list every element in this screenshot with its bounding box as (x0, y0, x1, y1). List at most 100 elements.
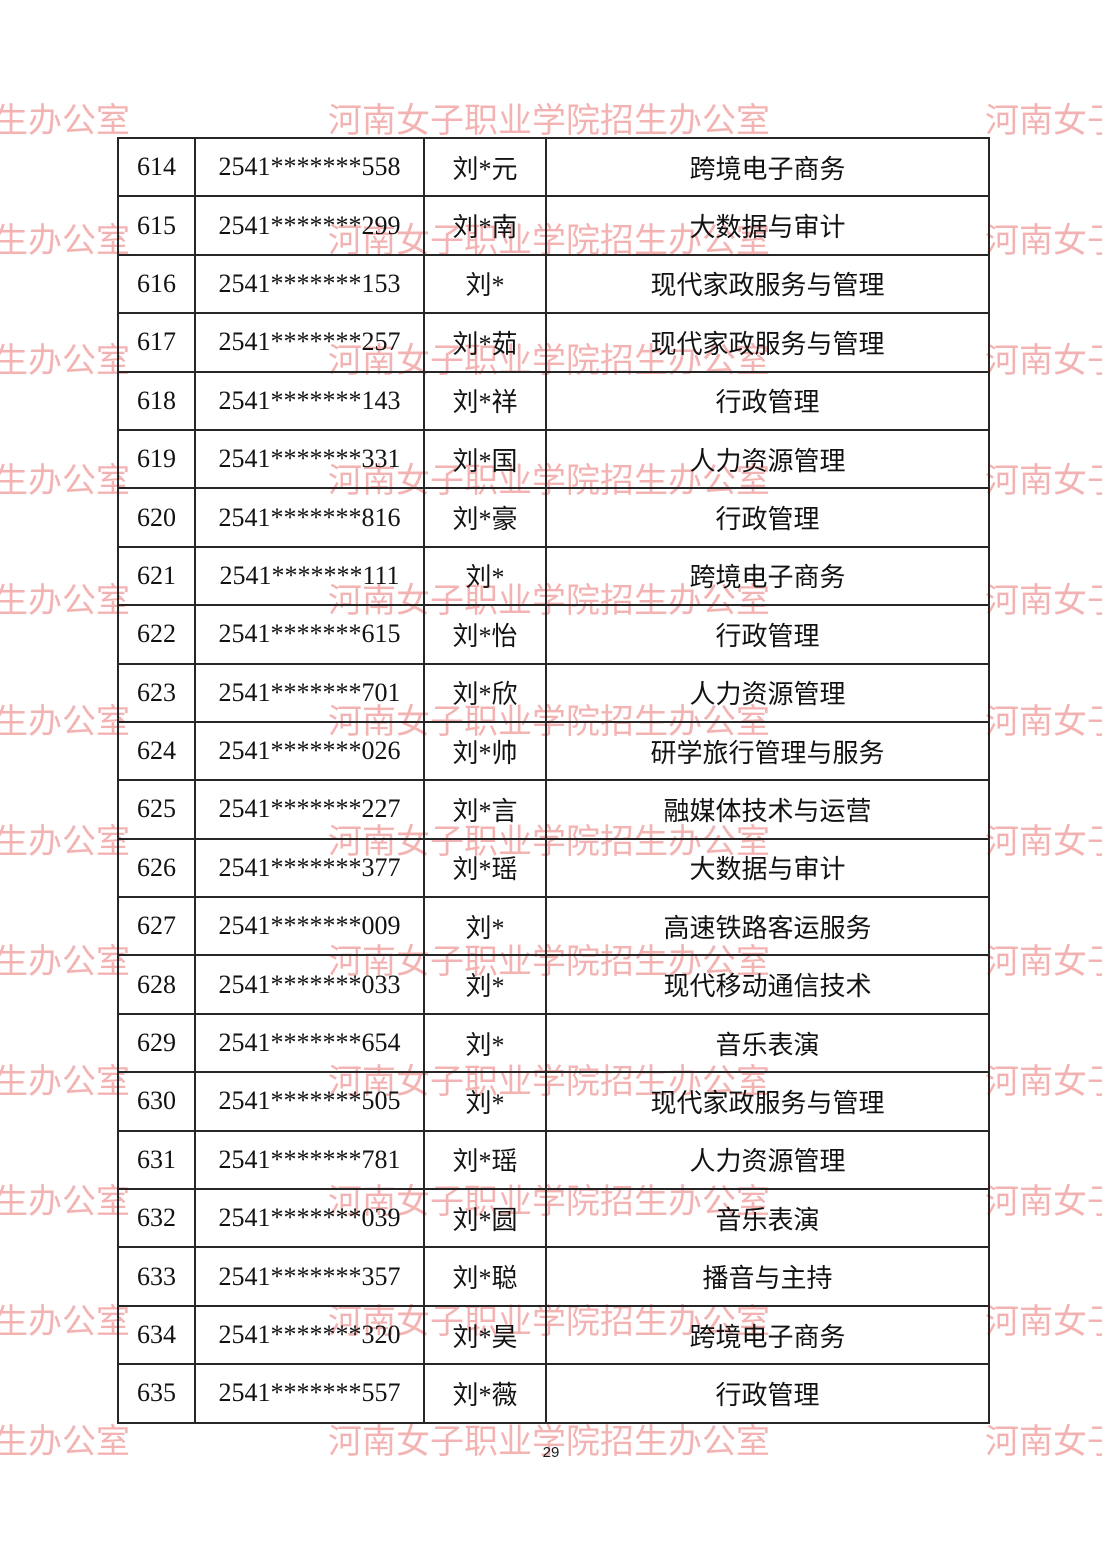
exam-id-cell: 2541*******257 (194, 312, 425, 373)
row-number-cell: 628 (117, 954, 196, 1015)
name-cell: 刘* (423, 253, 547, 315)
row-number-cell: 629 (117, 1012, 196, 1074)
exam-id-cell: 2541*******111 (194, 545, 425, 607)
name-cell: 刘*昊 (423, 1304, 547, 1366)
major-cell: 行政管理 (545, 604, 990, 665)
major-cell: 大数据与审计 (545, 837, 990, 899)
exam-id-cell: 2541*******009 (194, 896, 425, 957)
major-cell: 跨境电子商务 (545, 136, 990, 198)
exam-id-cell: 2541*******153 (194, 253, 425, 315)
name-cell: 刘* (423, 896, 547, 957)
exam-id-cell: 2541*******143 (194, 370, 425, 431)
exam-id-cell: 2541*******033 (194, 954, 425, 1015)
exam-id-cell: 2541*******557 (194, 1363, 425, 1424)
exam-id-cell: 2541*******331 (194, 428, 425, 490)
name-cell: 刘*瑶 (423, 837, 547, 899)
row-number-cell: 635 (117, 1363, 196, 1424)
watermark-text: 河南女子职业学院招生办公室 (985, 704, 1102, 741)
watermark-text: 河南女子职业学院招生办公室 (985, 824, 1102, 861)
row-number-cell: 619 (117, 428, 196, 490)
row-number-cell: 618 (117, 370, 196, 431)
watermark-text: 河南女子职业学院招生办公室 (0, 704, 130, 741)
table-row: 623 2541*******701 刘*欣 人力资源管理 (117, 662, 990, 723)
table-row: 629 2541*******654 刘* 音乐表演 (117, 1012, 990, 1074)
row-number-cell: 630 (117, 1071, 196, 1132)
exam-id-cell: 2541*******781 (194, 1129, 425, 1191)
page-number: 29 (542, 1444, 560, 1461)
name-cell: 刘* (423, 954, 547, 1015)
exam-id-cell: 2541*******026 (194, 720, 425, 782)
major-cell: 大数据与审计 (545, 195, 990, 256)
exam-id-cell: 2541*******505 (194, 1071, 425, 1132)
major-cell: 行政管理 (545, 1363, 990, 1424)
exam-id-cell: 2541*******227 (194, 779, 425, 840)
watermark-text: 河南女子职业学院招生办公室 (985, 583, 1102, 620)
watermark-text: 河南女子职业学院招生办公室 (985, 463, 1102, 500)
watermark-text: 河南女子职业学院招生办公室 (0, 1064, 130, 1101)
row-number-cell: 623 (117, 662, 196, 723)
major-cell: 音乐表演 (545, 1188, 990, 1249)
watermark-text: 河南女子职业学院招生办公室 (0, 1304, 130, 1341)
major-cell: 播音与主持 (545, 1246, 990, 1307)
name-cell: 刘*言 (423, 779, 547, 840)
watermark-text: 河南女子职业学院招生办公室 (985, 944, 1102, 981)
table-row: 633 2541*******357 刘*聪 播音与主持 (117, 1246, 990, 1307)
table-row: 619 2541*******331 刘*国 人力资源管理 (117, 428, 990, 490)
table-row: 624 2541*******026 刘*帅 研学旅行管理与服务 (117, 720, 990, 782)
watermark-text: 河南女子职业学院招生办公室 (0, 824, 130, 861)
name-cell: 刘* (423, 545, 547, 607)
name-cell: 刘*圆 (423, 1188, 547, 1249)
row-number-cell: 627 (117, 896, 196, 957)
table-row: 622 2541*******615 刘*怡 行政管理 (117, 604, 990, 665)
major-cell: 跨境电子商务 (545, 1304, 990, 1366)
name-cell: 刘*元 (423, 136, 547, 198)
row-number-cell: 633 (117, 1246, 196, 1307)
row-number-cell: 616 (117, 253, 196, 315)
table-row: 618 2541*******143 刘*祥 行政管理 (117, 370, 990, 431)
table-row: 630 2541*******505 刘* 现代家政服务与管理 (117, 1071, 990, 1132)
watermark-text: 河南女子职业学院招生办公室 (0, 463, 130, 500)
major-cell: 现代家政服务与管理 (545, 253, 990, 315)
watermark-text: 河南女子职业学院招生办公室 (0, 343, 130, 380)
row-number-cell: 634 (117, 1304, 196, 1366)
row-number-cell: 614 (117, 136, 196, 198)
exam-id-cell: 2541*******377 (194, 837, 425, 899)
row-number-cell: 625 (117, 779, 196, 840)
admission-table-wrap: 614 2541*******558 刘*元 跨境电子商务 615 2541*******… (117, 136, 990, 1424)
major-cell: 融媒体技术与运营 (545, 779, 990, 840)
admission-table: 614 2541*******558 刘*元 跨境电子商务 615 2541*******… (117, 136, 990, 1424)
watermark-text: 河南女子职业学院招生办公室 (985, 1304, 1102, 1341)
row-number-cell: 626 (117, 837, 196, 899)
table-row: 627 2541*******009 刘* 高速铁路客运服务 (117, 896, 990, 957)
major-cell: 音乐表演 (545, 1012, 990, 1074)
watermark-text: 河南女子职业学院招生办公室 (328, 103, 770, 140)
major-cell: 人力资源管理 (545, 428, 990, 490)
row-number-cell: 631 (117, 1129, 196, 1191)
exam-id-cell: 2541*******701 (194, 662, 425, 723)
name-cell: 刘*怡 (423, 604, 547, 665)
name-cell: 刘* (423, 1071, 547, 1132)
table-row: 625 2541*******227 刘*言 融媒体技术与运营 (117, 779, 990, 840)
major-cell: 人力资源管理 (545, 662, 990, 723)
table-row: 615 2541*******299 刘*南 大数据与审计 (117, 195, 990, 256)
watermark-text: 河南女子职业学院招生办公室 (0, 103, 130, 140)
table-row: 631 2541*******781 刘*瑶 人力资源管理 (117, 1129, 990, 1191)
name-cell: 刘*豪 (423, 487, 547, 548)
name-cell: 刘*国 (423, 428, 547, 490)
name-cell: 刘*瑶 (423, 1129, 547, 1191)
watermark-text: 河南女子职业学院招生办公室 (985, 1184, 1102, 1221)
major-cell: 人力资源管理 (545, 1129, 990, 1191)
exam-id-cell: 2541*******654 (194, 1012, 425, 1074)
major-cell: 高速铁路客运服务 (545, 896, 990, 957)
table-row: 616 2541*******153 刘* 现代家政服务与管理 (117, 253, 990, 315)
exam-id-cell: 2541*******615 (194, 604, 425, 665)
table-row: 620 2541*******816 刘*豪 行政管理 (117, 487, 990, 548)
name-cell: 刘*欣 (423, 662, 547, 723)
row-number-cell: 624 (117, 720, 196, 782)
watermark-text: 河南女子职业学院招生办公室 (0, 583, 130, 620)
name-cell: 刘*帅 (423, 720, 547, 782)
exam-id-cell: 2541*******039 (194, 1188, 425, 1249)
table-row: 632 2541*******039 刘*圆 音乐表演 (117, 1188, 990, 1249)
name-cell: 刘*薇 (423, 1363, 547, 1424)
name-cell: 刘*茹 (423, 312, 547, 373)
